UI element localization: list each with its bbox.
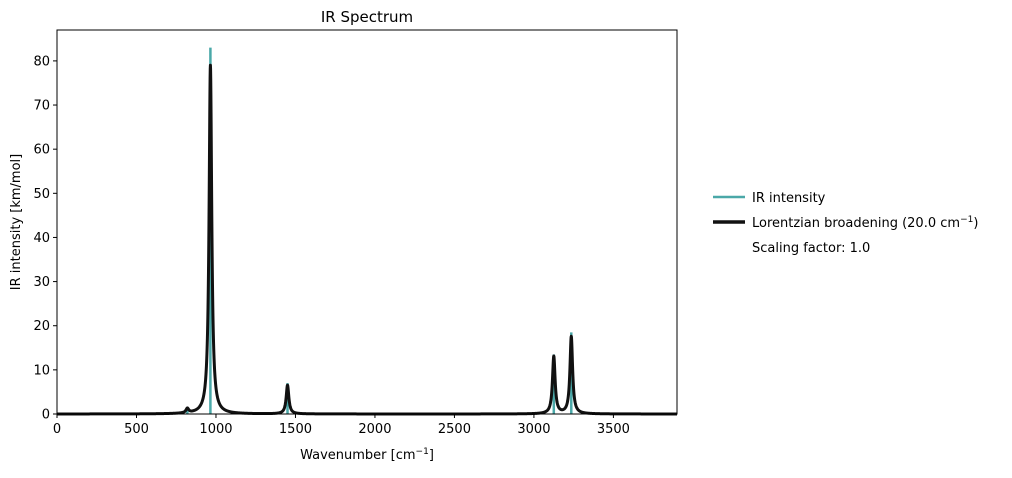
y-tick-label: 70	[33, 99, 50, 114]
chart-title: IR Spectrum	[321, 8, 413, 26]
legend: IR intensity Lorentzian broadening (20.0…	[713, 191, 978, 256]
y-tick-label: 10	[33, 363, 50, 378]
y-tick-label: 0	[42, 408, 50, 423]
y-tick-label: 50	[33, 187, 50, 202]
legend-label-ir-intensity: IR intensity	[752, 191, 826, 206]
x-axis-label: Wavenumber [cm−1]	[300, 447, 434, 463]
y-tick-label: 30	[33, 275, 50, 290]
y-tick-label: 60	[33, 143, 50, 158]
legend-annotation-scaling-factor: Scaling factor: 1.0	[752, 241, 870, 256]
x-tick-label: 0	[53, 422, 61, 437]
x-tick-label: 3000	[517, 422, 550, 437]
plot-frame	[56, 29, 678, 415]
x-tick-label: 1500	[279, 422, 312, 437]
lorentzian-curve	[55, 63, 679, 416]
y-tick-label: 40	[33, 231, 50, 246]
x-tick-label: 3500	[597, 422, 630, 437]
plot-area	[55, 47, 679, 416]
y-axis: 0 10 20 30 40 50 60 70 80	[33, 54, 57, 423]
x-tick-label: 2000	[358, 422, 391, 437]
x-tick-label: 500	[124, 422, 149, 437]
y-tick-label: 20	[33, 319, 50, 334]
x-tick-label: 1000	[199, 422, 232, 437]
legend-label-lorentzian: Lorentzian broadening (20.0 cm−1)	[752, 215, 978, 231]
x-axis: 0 500 1000 1500 2000 2500 3000 3500	[53, 414, 630, 437]
x-tick-label: 2500	[438, 422, 471, 437]
y-axis-label: IR intensity [km/mol]	[9, 154, 24, 290]
y-tick-label: 80	[33, 54, 50, 69]
